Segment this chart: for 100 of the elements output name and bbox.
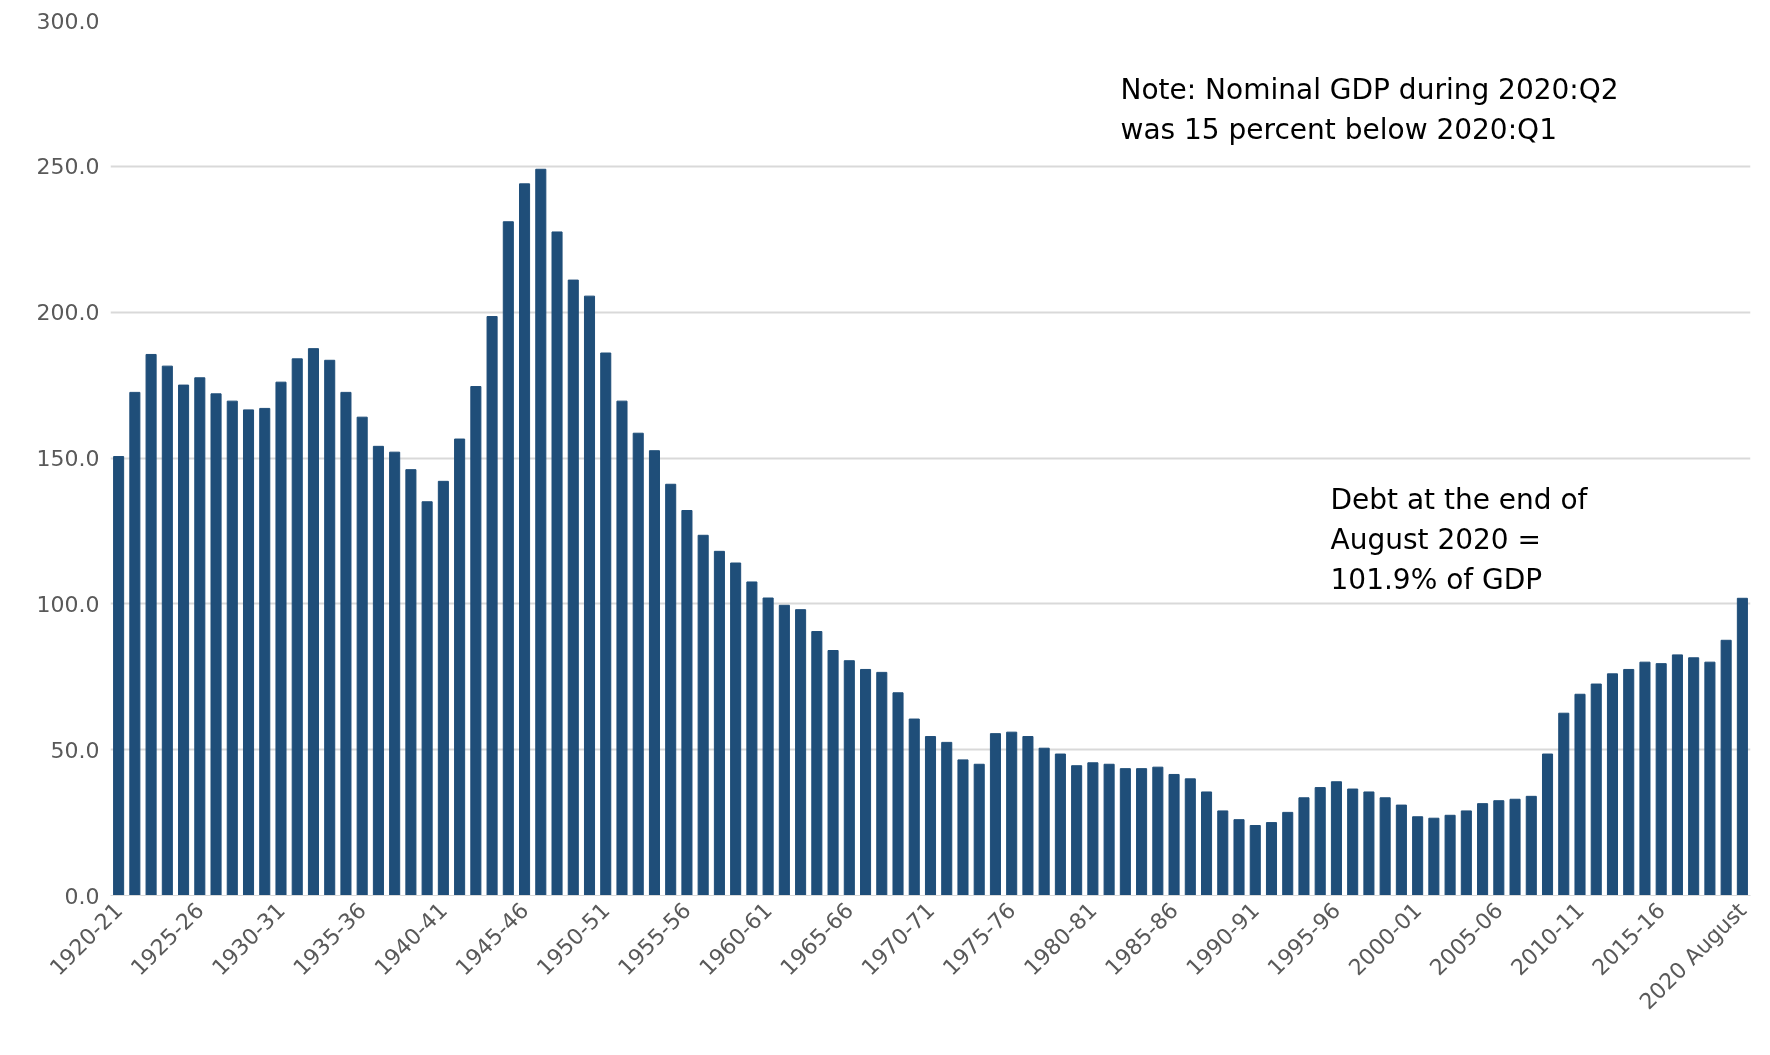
y-tick-label: 200.0: [36, 300, 100, 326]
bar: [600, 352, 612, 896]
bar: [1330, 781, 1342, 896]
y-tick-label: 300.0: [36, 8, 100, 34]
bar: [1265, 822, 1278, 896]
bar: [1574, 693, 1586, 896]
bar: [876, 671, 888, 896]
bar: [1119, 768, 1131, 896]
bar: [1412, 816, 1424, 896]
bar: [616, 400, 628, 896]
bar: [860, 668, 872, 896]
bar: [795, 609, 807, 896]
bar: [1736, 597, 1748, 896]
bar: [665, 483, 677, 896]
bar: [1509, 798, 1521, 896]
bar: [1298, 797, 1310, 896]
bar: [1460, 810, 1472, 896]
bar: [843, 660, 855, 896]
bar: [1168, 773, 1180, 896]
annotation: Note: Nominal GDP during 2020:Q2 was 15 percent below 2020:Q1: [1120, 72, 1619, 146]
y-tick-label: 0.0: [64, 883, 100, 909]
bar: [908, 718, 920, 896]
bar: [746, 581, 758, 896]
bar: [1525, 795, 1537, 896]
y-tick-label: 250.0: [36, 154, 100, 180]
y-tick-label: 100.0: [36, 591, 100, 617]
bar: [356, 416, 368, 896]
bar: [226, 400, 238, 896]
bar: [242, 409, 255, 896]
bar: [275, 381, 287, 896]
bar: [1363, 791, 1375, 896]
bar: [1038, 747, 1050, 896]
bar: [1282, 811, 1294, 896]
bar: [1558, 712, 1570, 896]
bar: [1184, 778, 1196, 896]
bar: [1493, 800, 1505, 896]
bar: [372, 445, 384, 896]
bar: [1428, 817, 1440, 896]
bar: [1054, 753, 1066, 896]
bar: [583, 295, 596, 896]
bar: [437, 480, 449, 896]
bar: [1217, 810, 1229, 896]
bar: [827, 650, 839, 896]
bar: [957, 759, 969, 896]
bar: [1688, 657, 1700, 896]
bar: [405, 469, 417, 896]
bar: [470, 386, 482, 896]
bar: [1720, 639, 1732, 896]
bar: [1671, 654, 1683, 896]
bar: [1395, 804, 1407, 896]
bar: [1379, 797, 1391, 896]
bar: [291, 358, 303, 896]
bar: [648, 450, 660, 896]
bar: [210, 393, 222, 896]
annotation: Debt at the end of August 2020 = 101.9% of GDP: [1330, 482, 1589, 596]
bar: [924, 736, 937, 896]
bar: [129, 391, 141, 896]
bar: [1152, 766, 1164, 896]
bar: [519, 183, 531, 896]
bar: [1103, 763, 1115, 896]
bar: [730, 562, 742, 896]
bar: [1655, 663, 1667, 896]
bar: [811, 631, 823, 896]
bar: [307, 348, 319, 896]
bar: [194, 377, 206, 896]
bar: [778, 604, 790, 896]
bar: [1347, 788, 1359, 896]
bar: [113, 456, 125, 896]
bar: [1201, 791, 1213, 896]
bar: [989, 733, 1001, 896]
y-tick-label: 50.0: [50, 737, 100, 763]
bar: [1606, 673, 1619, 896]
bar: [1071, 765, 1083, 896]
bar: [551, 231, 563, 896]
bar: [1136, 768, 1148, 896]
bar: [762, 597, 774, 896]
bar: [1623, 668, 1635, 896]
bar: [486, 316, 498, 896]
bar: [1249, 825, 1261, 896]
bar: [697, 534, 709, 896]
bar: [1022, 736, 1034, 896]
bar: [1087, 762, 1099, 896]
bar: [502, 221, 514, 896]
bar: [713, 550, 725, 896]
bar: [145, 353, 157, 896]
bar: [389, 451, 401, 896]
bar: [892, 692, 904, 896]
bar: [421, 501, 433, 896]
bar: [259, 407, 271, 896]
bar: [1314, 787, 1326, 896]
bar: [941, 741, 953, 896]
bar: [535, 168, 547, 896]
bar: [1233, 819, 1245, 896]
bar: [1477, 803, 1489, 896]
bar: [161, 365, 173, 896]
bar: [567, 279, 579, 896]
bar: [1704, 661, 1716, 896]
bar: [454, 438, 466, 896]
y-tick-label: 150.0: [36, 446, 100, 471]
bar: [632, 432, 644, 896]
